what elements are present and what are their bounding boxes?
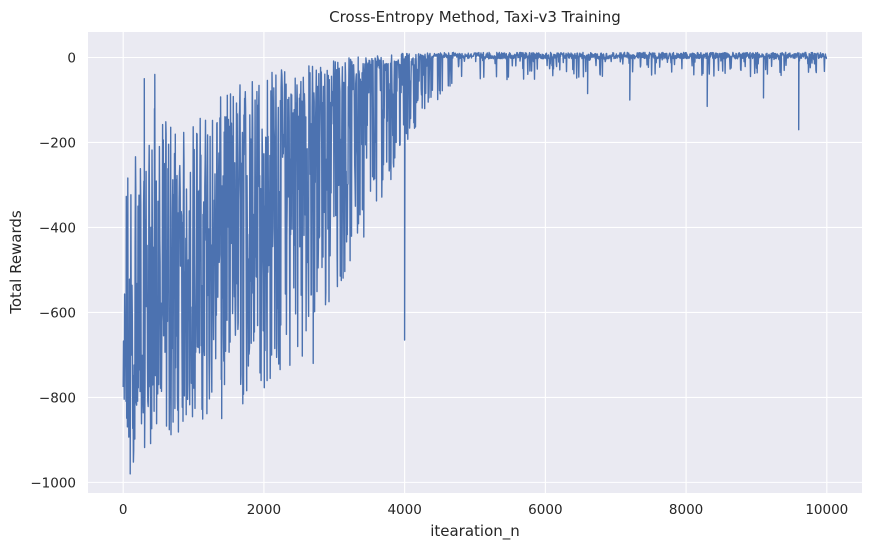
y-tick-label: −600 — [39, 305, 76, 321]
y-tick-label: −400 — [39, 220, 76, 236]
x-tick-label: 10000 — [805, 502, 848, 518]
x-axis-ticks: 0 2000 4000 6000 8000 10000 — [119, 502, 848, 518]
y-axis-ticks: 0 −200 −400 −600 −800 −1000 — [30, 50, 76, 491]
y-axis-label: Total Rewards — [7, 210, 25, 315]
y-tick-label: −200 — [39, 135, 76, 151]
y-tick-label: −800 — [39, 390, 76, 406]
x-tick-label: 0 — [119, 502, 128, 518]
series-layer — [122, 51, 828, 475]
chart-title: Cross-Entropy Method, Taxi-v3 Training — [329, 8, 621, 26]
x-tick-label: 8000 — [669, 502, 703, 518]
y-tick-label: −1000 — [30, 475, 76, 491]
x-axis-label: itearation_n — [430, 522, 520, 541]
x-tick-label: 4000 — [387, 502, 421, 518]
series-line-0 — [122, 51, 828, 475]
y-tick-label: 0 — [67, 50, 76, 66]
x-tick-label: 6000 — [528, 502, 562, 518]
x-tick-label: 2000 — [247, 502, 281, 518]
